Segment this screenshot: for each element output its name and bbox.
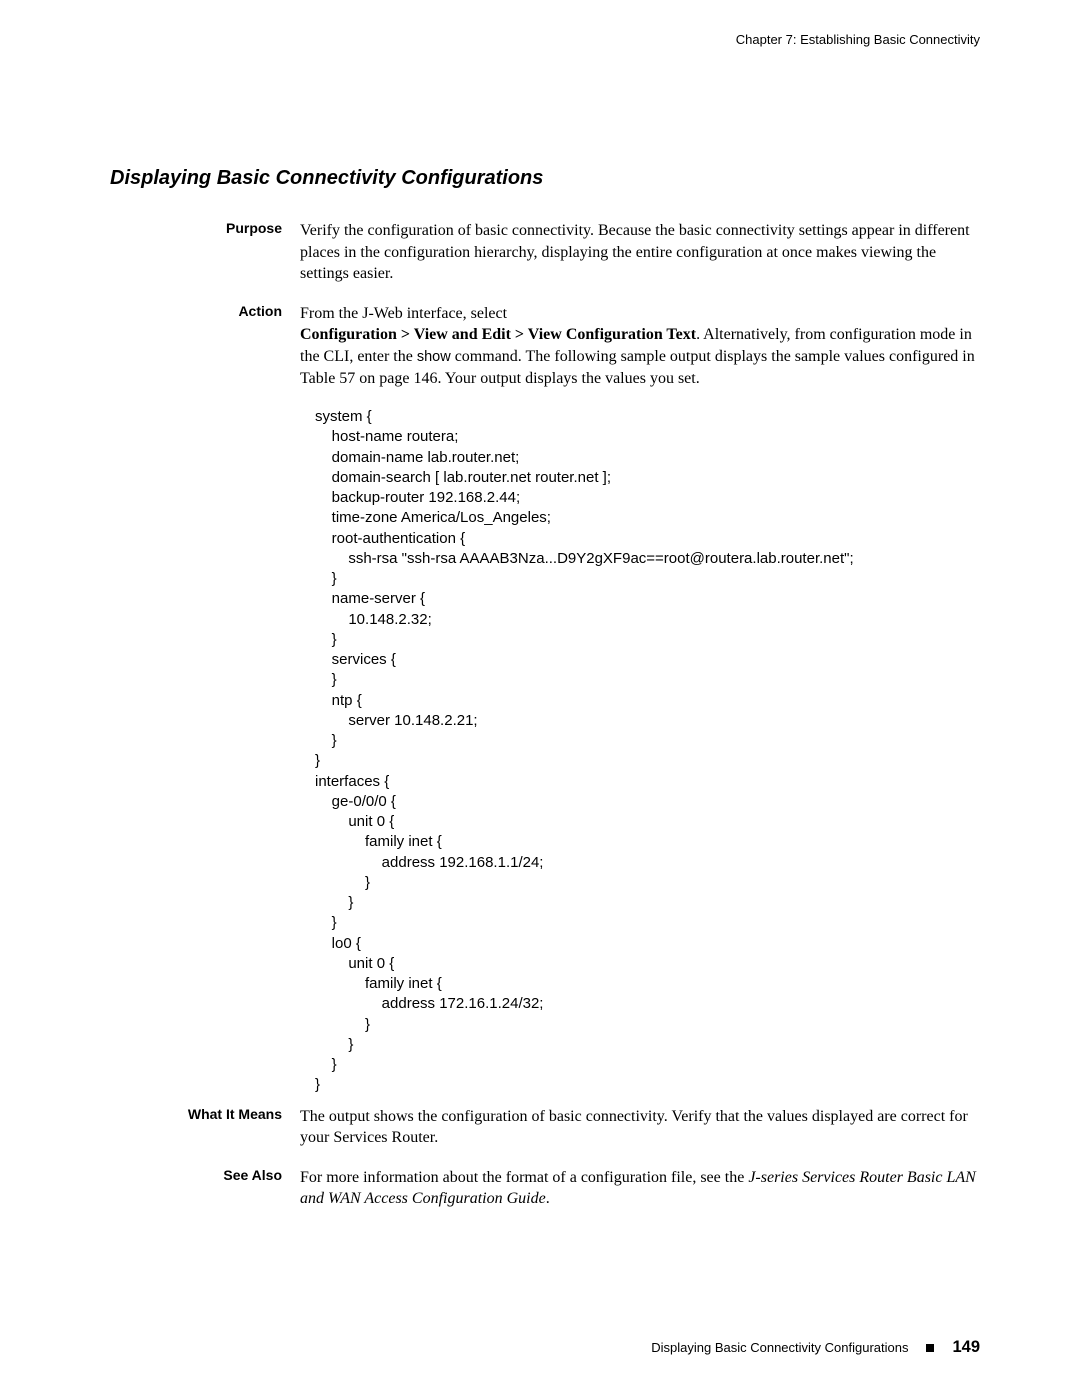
config-output: system { host-name routera; domain-name …	[315, 407, 980, 1096]
action-breadcrumb: Configuration > View and Edit > View Con…	[300, 326, 696, 343]
page-container: Chapter 7: Establishing Basic Connectivi…	[0, 0, 1080, 1268]
show-command: show	[417, 349, 451, 365]
see-also-row: See Also For more information about the …	[110, 1167, 980, 1210]
purpose-text: Verify the configuration of basic connec…	[300, 220, 980, 285]
what-it-means-label: What It Means	[110, 1106, 300, 1149]
purpose-row: Purpose Verify the configuration of basi…	[110, 220, 980, 285]
see-also-suffix: .	[546, 1190, 550, 1207]
purpose-label: Purpose	[110, 220, 300, 285]
see-also-label: See Also	[110, 1167, 300, 1210]
see-also-text: For more information about the format of…	[300, 1167, 980, 1210]
footer-title: Displaying Basic Connectivity Configurat…	[651, 1340, 908, 1355]
chapter-header: Chapter 7: Establishing Basic Connectivi…	[110, 32, 980, 47]
what-it-means-text: The output shows the configuration of ba…	[300, 1106, 980, 1149]
what-it-means-row: What It Means The output shows the confi…	[110, 1106, 980, 1149]
section-title: Displaying Basic Connectivity Configurat…	[110, 167, 980, 190]
action-row: Action From the J-Web interface, select …	[110, 303, 980, 389]
footer-page-number: 149	[952, 1338, 980, 1357]
action-line1: From the J-Web interface, select	[300, 305, 507, 322]
page-footer: Displaying Basic Connectivity Configurat…	[651, 1338, 980, 1357]
action-text: From the J-Web interface, select Configu…	[300, 303, 980, 389]
footer-square-icon	[926, 1344, 934, 1352]
see-also-prefix: For more information about the format of…	[300, 1169, 748, 1186]
action-label: Action	[110, 303, 300, 389]
